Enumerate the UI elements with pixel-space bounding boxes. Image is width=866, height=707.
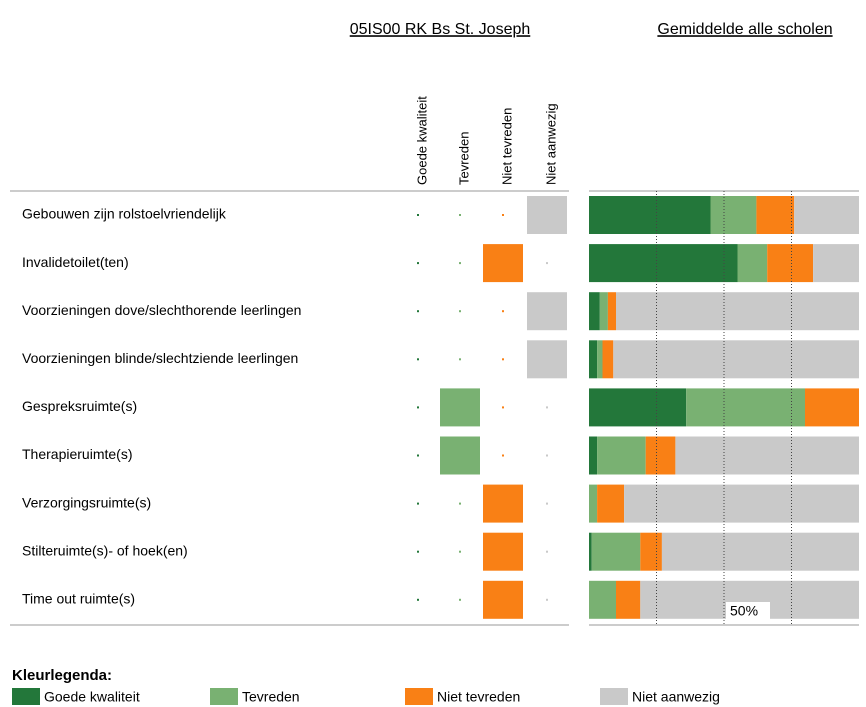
- average-bar: [686, 388, 805, 427]
- school-cell: [502, 358, 504, 361]
- legend-label: Goede kwaliteit: [44, 689, 140, 705]
- school-cell: [546, 454, 548, 457]
- average-bar: [805, 388, 859, 427]
- school-cell: [502, 310, 504, 313]
- average-bar: [710, 196, 757, 234]
- school-cell: [417, 262, 419, 265]
- average-bar: [640, 532, 662, 571]
- row-label: Therapieruimte(s): [22, 446, 132, 462]
- average-bar: [756, 196, 795, 234]
- row-label: Gespreksruimte(s): [22, 398, 137, 414]
- legend-label: Tevreden: [242, 689, 300, 705]
- column-header: Niet tevreden: [499, 108, 514, 185]
- legend-swatch: [210, 688, 238, 705]
- school-cell: [440, 436, 480, 475]
- row-label: Time out ruimte(s): [22, 591, 135, 607]
- average-bar: [624, 484, 859, 523]
- row-label: Invalidetoilet(ten): [22, 254, 129, 270]
- school-cell: [417, 406, 419, 409]
- legend-label: Niet tevreden: [437, 689, 520, 705]
- row-label: Gebouwen zijn rolstoelvriendelijk: [22, 206, 227, 222]
- average-bar: [616, 580, 641, 619]
- legend-swatch: [12, 688, 40, 705]
- average-bar: [589, 244, 738, 283]
- average-bar: [602, 340, 614, 379]
- average-bar: [589, 532, 592, 571]
- average-bar: [675, 436, 859, 475]
- school-cell: [459, 262, 461, 265]
- average-bar: [589, 292, 600, 331]
- school-cell: [417, 358, 419, 361]
- average-bar: [589, 196, 711, 234]
- school-cell: [459, 214, 461, 216]
- school-cell: [417, 310, 419, 313]
- school-cell: [546, 550, 548, 553]
- x-tick-label: 50%: [730, 603, 758, 619]
- legend-swatch: [600, 688, 628, 705]
- average-title: Gemiddelde alle scholen: [657, 21, 832, 38]
- average-bar: [813, 244, 859, 283]
- row-label: Verzorgingsruimte(s): [22, 494, 151, 510]
- average-bar: [589, 580, 616, 619]
- school-cell: [483, 580, 523, 619]
- legend-label: Niet aanwezig: [632, 689, 720, 705]
- school-cell: [546, 262, 548, 265]
- school-cell: [483, 532, 523, 571]
- average-bar: [645, 436, 676, 475]
- column-header: Niet aanwezig: [543, 103, 558, 185]
- school-cell: [417, 550, 419, 553]
- row-label: Voorzieningen dove/slechthorende leerlin…: [22, 302, 301, 318]
- school-cell: [459, 502, 461, 505]
- school-cell: [502, 454, 504, 457]
- school-cell: [546, 502, 548, 505]
- row-label: Voorzieningen blinde/slechtziende leerli…: [22, 350, 298, 366]
- average-bar: [589, 436, 598, 475]
- school-cell: [459, 598, 461, 601]
- legend-title: Kleurlegenda:: [12, 667, 112, 684]
- average-bar: [597, 340, 603, 379]
- school-cell: [502, 406, 504, 409]
- column-header: Tevreden: [456, 132, 471, 185]
- average-bar: [589, 340, 598, 379]
- average-bar: [767, 244, 814, 283]
- school-cell: [417, 598, 419, 601]
- school-cell: [459, 550, 461, 553]
- school-cell: [527, 196, 567, 234]
- average-bar: [616, 292, 859, 331]
- legend-swatch: [405, 688, 433, 705]
- row-label: Stilteruimte(s)- of hoek(en): [22, 542, 188, 558]
- average-bar: [589, 388, 687, 427]
- school-cell: [546, 598, 548, 601]
- school-cell: [527, 292, 567, 331]
- average-bar: [597, 436, 646, 475]
- school-cell: [417, 454, 419, 457]
- average-bar: [589, 484, 598, 523]
- school-cell: [459, 358, 461, 361]
- average-bar: [599, 292, 608, 331]
- average-bar: [661, 532, 859, 571]
- average-bar: [613, 340, 859, 379]
- average-bar: [737, 244, 768, 283]
- school-cell: [527, 340, 567, 379]
- average-bar: [591, 532, 641, 571]
- column-header: Goede kwaliteit: [414, 96, 429, 185]
- school-title: 05IS00 RK Bs St. Joseph: [350, 21, 531, 38]
- tick-label-bg: [726, 602, 770, 620]
- school-cell: [417, 214, 419, 216]
- average-bar: [597, 484, 625, 523]
- school-cell: [483, 244, 523, 283]
- school-cell: [459, 310, 461, 313]
- average-bar: [794, 196, 859, 234]
- school-cell: [440, 388, 480, 427]
- school-cell: [546, 406, 548, 409]
- school-cell: [483, 484, 523, 523]
- average-bar: [607, 292, 616, 331]
- school-cell: [502, 214, 504, 216]
- school-cell: [417, 502, 419, 505]
